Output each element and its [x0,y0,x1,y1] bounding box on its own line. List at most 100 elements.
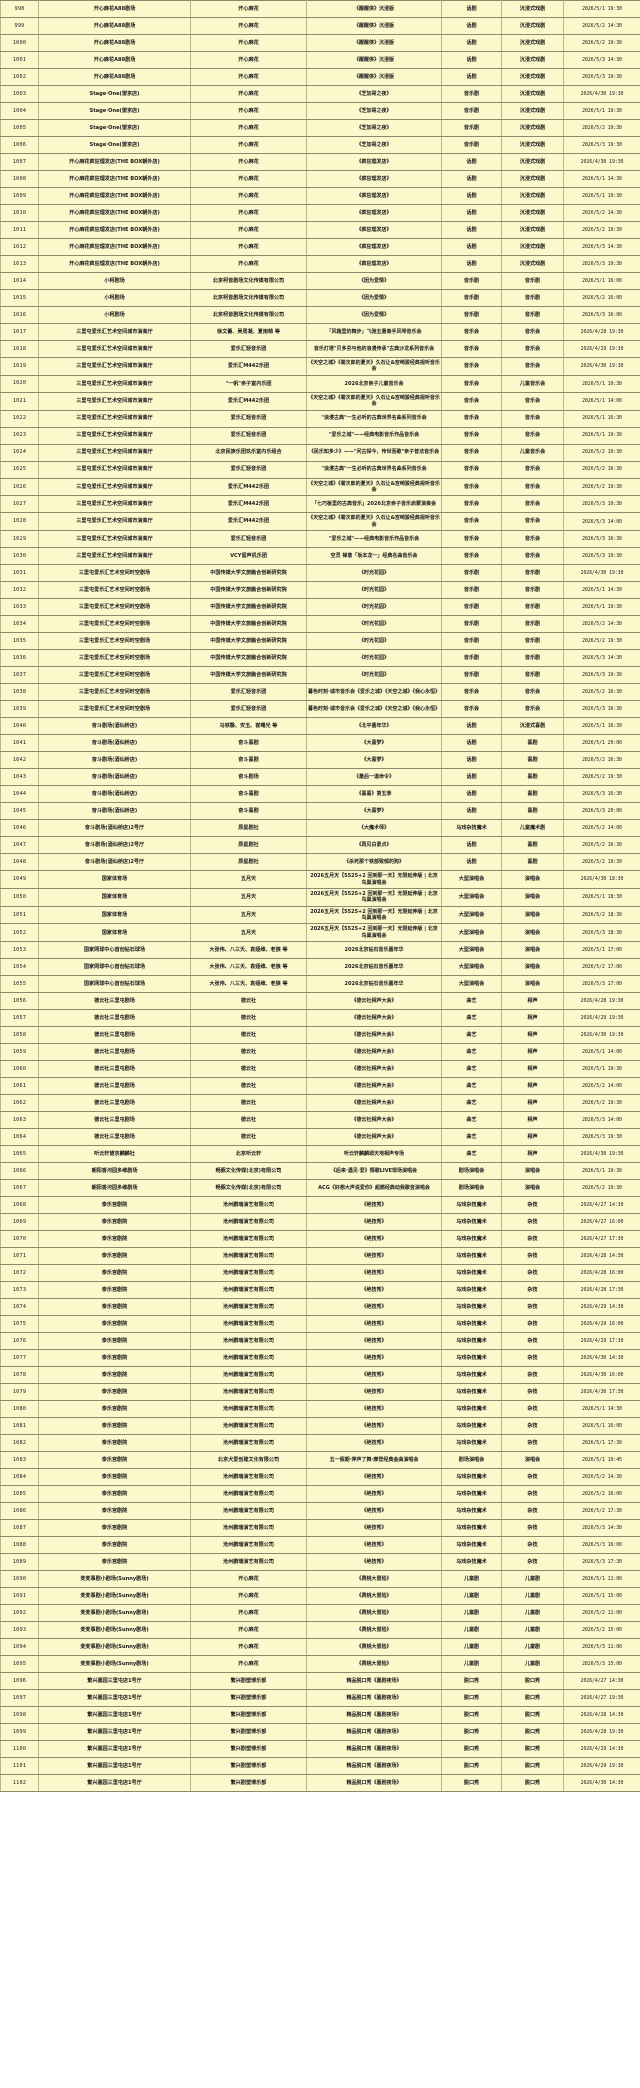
table-row[interactable]: 1060 德云社三里屯剧场 德云社 《德云社相声大会》 曲艺 相声 2026/5/1 19:… [0,1060,640,1079]
table-row[interactable]: 1063 德云社三里屯剧场 德云社 《德云社相声大会》 曲艺 相声 2026/5/3 14:… [0,1111,640,1130]
table-row[interactable]: 1089 泰乐宫剧院 沧州鹏瑞演艺有限公司 《绝技秀》 马戏杂技魔术 杂技 2026/5/3… [0,1553,640,1572]
table-row[interactable]: 1090 麦麦事剧小剧场(Sunny剧场) 开心麻花 《费桃大冒险》 儿童剧 儿童剧 202… [0,1570,640,1589]
table-row[interactable]: 1014 小柯剧场 北京柯音剧场文化传媒有限公司 《因为爱情》 音乐剧 音乐剧 2026/5… [0,272,640,290]
table-row[interactable]: 1046 奋斗剧场(酒仙桥店)2号厅 辰星剧社 《大魔术师》 马戏杂技魔术 儿童魔术剧 20… [0,819,640,838]
table-row[interactable]: 1066 朝阳香河园多维剧场 畅豚文化传媒(北京)有限公司 《后来·遇见·爱》情歌LI… [0,1162,640,1181]
table-row[interactable]: 1032 三里屯爱乐汇艺术空间时空剧场 中国传媒大学文旅融合创新研究院 《时光花园》音… [0,581,640,600]
table-row[interactable]: 1067 朝阳香河园多维剧场 畅豚文化传媒(北京)有限公司 ACG《好想大声说爱你》超… [0,1179,640,1198]
table-row[interactable]: 1008 开心麻花疯狂理发店(THE BOX朝外店) 开心麻花 《疯狂理发店》 话剧 沉浸… [0,170,640,188]
table-row[interactable]: 1054 国家网球中心首创钻石球场 大张伟、八三夭、袁娅维、老狼 等 2026北京钻石… [0,958,640,977]
table-row[interactable]: 1044 奋斗剧场(酒仙桥店) 奋斗喜剧 《喜喜》第五季 话剧 喜剧 2026/5/3 16… [0,785,640,804]
table-row[interactable]: 1041 奋斗剧场(酒仙桥店) 奋斗喜剧 《大喜梦》 话剧 喜剧 2026/5/1 20:0… [0,734,640,753]
table-row[interactable]: 1029 三里屯爱乐汇艺术空间城市演奏厅 爱乐汇轻音乐团 "爱乐之城"——经典电影音乐… [0,530,640,549]
table-row[interactable]: 1080 泰乐宫剧院 沧州鹏瑞演艺有限公司 《绝技秀》 马戏杂技魔术 杂技 2026/5/1… [0,1400,640,1419]
table-row[interactable]: 998 开心麻花A88剧场 开心麻花 《醒醒侠》沉浸版 话剧 沉浸式戏剧 2026/5/1 … [0,0,640,18]
table-row[interactable]: 1071 泰乐宫剧院 沧州鹏瑞演艺有限公司 《绝技秀》 马戏杂技魔术 杂技 2026/4/2… [0,1247,640,1266]
table-row[interactable]: 1084 泰乐宫剧院 沧州鹏瑞演艺有限公司 《绝技秀》 马戏杂技魔术 杂技 2026/5/2… [0,1468,640,1487]
table-row[interactable]: 1059 德云社三里屯剧场 德云社 《德云社相声大会》 曲艺 相声 2026/5/1 14:… [0,1043,640,1062]
table-row[interactable]: 1031 三里屯爱乐汇艺术空间时空剧场 中国传媒大学文旅融合创新研究院 《时光花园》音… [0,564,640,583]
table-row[interactable]: 1061 德云社三里屯剧场 德云社 《德云社相声大会》 曲艺 相声 2026/5/2 14:… [0,1077,640,1096]
table-row[interactable]: 1094 麦麦事剧小剧场(Sunny剧场) 开心麻花 《费桃大冒险》 儿童剧 儿童剧 202… [0,1638,640,1657]
table-row[interactable]: 1064 德云社三里屯剧场 德云社 《德云社相声大会》 曲艺 相声 2026/5/3 19:… [0,1128,640,1147]
table-row[interactable]: 1081 泰乐宫剧院 沧州鹏瑞演艺有限公司 《绝技秀》 马戏杂技魔术 杂技 2026/5/1… [0,1417,640,1436]
table-row[interactable]: 1102 繁兴嘉园三里屯店1号厅 繁兴剧塑博乐部 精品脱口秀《嘉剧夜场》 脱口秀 脱口秀 2… [0,1774,640,1793]
table-row[interactable]: 1045 奋斗剧场(酒仙桥店) 奋斗喜剧 《大喜梦》 话剧 喜剧 2026/5/3 20:0… [0,802,640,821]
table-row[interactable]: 1015 小柯剧场 北京柯音剧场文化传媒有限公司 《因为爱情》 音乐剧 音乐剧 2026/5… [0,289,640,307]
table-row[interactable]: 1007 开心麻花疯狂理发店(THE BOX朝外店) 开心麻花 《疯狂理发店》 话剧 沉浸… [0,153,640,171]
table-row[interactable]: 1074 泰乐宫剧院 沧州鹏瑞演艺有限公司 《绝技秀》 马戏杂技魔术 杂技 2026/4/2… [0,1298,640,1317]
table-row[interactable]: 1085 泰乐宫剧院 沧州鹏瑞演艺有限公司 《绝技秀》 马戏杂技魔术 杂技 2026/5/2… [0,1485,640,1504]
table-row[interactable]: 1030 三里屯爱乐汇艺术空间城市演奏厅 VCY留声机乐团 空灵 禅意「坂本龙一」经典… [0,547,640,566]
table-row[interactable]: 1070 泰乐宫剧院 沧州鹏瑞演艺有限公司 《绝技秀》 马戏杂技魔术 杂技 2026/4/2… [0,1230,640,1249]
table-row[interactable]: 1049 国家体育场 五月天 2026五月天【5525+2 回到那一天】无限延伸版 |… [0,870,640,889]
table-row[interactable]: 1021 三里屯爱乐汇艺术空间城市演奏厅 爱乐汇M442乐团 《天空之城》《菊次郎的夏… [0,391,640,411]
table-row[interactable]: 1038 三里屯爱乐汇艺术空间时空剧场 爱乐汇轻音乐团 暮色时刻·城市音乐会《爱乐之城… [0,683,640,702]
table-row[interactable]: 1026 三里屯爱乐汇艺术空间城市演奏厅 爱乐汇M442乐团 《天空之城》《菊次郎的夏… [0,477,640,497]
table-row[interactable]: 1009 开心麻花疯狂理发店(THE BOX朝外店) 开心麻花 《疯狂理发店》 话剧 沉浸… [0,187,640,205]
table-row[interactable]: 1051 国家体育场 五月天 2026五月天【5525+2 回到那一天】无限延伸版 |… [0,905,640,925]
table-row[interactable]: 1028 三里屯爱乐汇艺术空间城市演奏厅 爱乐汇M442乐团 《天空之城》《菊次郎的夏… [0,512,640,532]
table-row[interactable]: 1017 三里屯爱乐汇艺术空间城市演奏厅 徐文蕾、吴周凝、夏雨萌 等「风箱里的舞步」… [0,323,640,341]
table-row[interactable]: 1072 泰乐宫剧院 沧州鹏瑞演艺有限公司 《绝技秀》 马戏杂技魔术 杂技 2026/4/2… [0,1264,640,1283]
table-row[interactable]: 1076 泰乐宫剧院 沧州鹏瑞演艺有限公司 《绝技秀》 马戏杂技魔术 杂技 2026/4/2… [0,1332,640,1351]
table-row[interactable]: 1079 泰乐宫剧院 沧州鹏瑞演艺有限公司 《绝技秀》 马戏杂技魔术 杂技 2026/4/3… [0,1383,640,1402]
table-row[interactable]: 1042 奋斗剧场(酒仙桥店) 奋斗喜剧 《大喜梦》 话剧 喜剧 2026/5/2 16:3… [0,751,640,770]
table-row[interactable]: 1101 繁兴嘉园三里屯店1号厅 繁兴剧塑博乐部 精品脱口秀《嘉剧夜场》 脱口秀 脱口秀 2… [0,1757,640,1776]
table-row[interactable]: 1019 三里屯爱乐汇艺术空间城市演奏厅 爱乐汇M442乐团 《天空之城》《菊次郎的夏… [0,357,640,376]
table-row[interactable]: 1002 开心麻花A88剧场 开心麻花 《醒醒侠》沉浸版 话剧 沉浸式戏剧 2026/5/3… [0,68,640,86]
table-row[interactable]: 1003 Stage·One(望京店) 开心麻花 《芝加哥之夜》 音乐剧 沉浸式戏剧 202… [0,85,640,103]
table-row[interactable]: 1096 繁兴嘉园三里屯店1号厅 繁兴剧塑博乐部 精品脱口秀《嘉剧夜场》 脱口秀 脱口秀 2… [0,1672,640,1691]
table-row[interactable]: 1011 开心麻花疯狂理发店(THE BOX朝外店) 开心麻花 《疯狂理发店》 话剧 沉浸… [0,221,640,239]
table-row[interactable]: 1082 泰乐宫剧院 沧州鹏瑞演艺有限公司 《绝技秀》 马戏杂技魔术 杂技 2026/5/1… [0,1434,640,1453]
table-row[interactable]: 1040 奋斗剧场(酒仙桥店) 马铁磬、安玉、崔曙光 等《北平嘉年华》 话剧 沉浸式喜剧… [0,717,640,736]
table-row[interactable]: 1027 三里屯爱乐汇艺术空间城市演奏厅 爱乐汇M442乐团 「七巧板里的古典音乐」2… [0,495,640,514]
table-row[interactable]: 1053 国家网球中心首创钻石球场 大张伟、八三夭、袁娅维、老狼 等 2026北京钻石… [0,941,640,960]
table-row[interactable]: 1024 三里屯爱乐汇艺术空间城市演奏厅 北京民族乐团玖乐室内乐组合 《民乐知多少》—… [0,443,640,462]
table-row[interactable]: 1083 泰乐宫剧院 北京犬爱创建文化有限公司 五一假期·萍声了舞·摩登经典金曲演唱会… [0,1451,640,1470]
table-row[interactable]: 1023 三里屯爱乐汇艺术空间城市演奏厅 爱乐汇轻音乐团 "爱乐之城"——经典电影音乐… [0,426,640,445]
table-row[interactable]: 1092 麦麦事剧小剧场(Sunny剧场) 开心麻花 《费桃大冒险》 儿童剧 儿童剧 202… [0,1604,640,1623]
table-row[interactable]: 1006 Stage·One(望京店) 开心麻花 《芝加哥之夜》 音乐剧 沉浸式戏剧 202… [0,136,640,154]
table-row[interactable]: 1086 泰乐宫剧院 沧州鹏瑞演艺有限公司 《绝技秀》 马戏杂技魔术 杂技 2026/5/2… [0,1502,640,1521]
table-row[interactable]: 1068 泰乐宫剧院 沧州鹏瑞演艺有限公司 《绝技秀》 马戏杂技魔术 杂技 2026/4/2… [0,1196,640,1215]
table-row[interactable]: 1088 泰乐宫剧院 沧州鹏瑞演艺有限公司 《绝技秀》 马戏杂技魔术 杂技 2026/5/3… [0,1536,640,1555]
table-row[interactable]: 1020 三里屯爱乐汇艺术空间城市演奏厅 "一帆"亲子室内乐团 2026北京亲子儿童音… [0,374,640,393]
table-row[interactable]: 1048 奋斗剧场(酒仙桥店)2号厅 辰星剧社 《杀死那个铁部致郁的狗》 话剧 喜剧 202… [0,853,640,872]
table-row[interactable]: 1005 Stage·One(望京店) 开心麻花 《芝加哥之夜》 音乐剧 沉浸式戏剧 202… [0,119,640,137]
table-row[interactable]: 1022 三里屯爱乐汇艺术空间城市演奏厅 爱乐汇轻音乐团 "浪漫古典"一生必听的古典世… [0,409,640,428]
table-row[interactable]: 1057 德云社三里屯剧场 德云社 《德云社相声大会》 曲艺 相声 2026/4/29 19… [0,1009,640,1028]
table-row[interactable]: 1095 麦麦事剧小剧场(Sunny剧场) 开心麻花 《费桃大冒险》 儿童剧 儿童剧 202… [0,1655,640,1674]
table-row[interactable]: 1098 繁兴嘉园三里屯店1号厅 繁兴剧塑博乐部 精品脱口秀《嘉剧夜场》 脱口秀 脱口秀 2… [0,1706,640,1725]
table-row[interactable]: 1037 三里屯爱乐汇艺术空间时空剧场 中国传媒大学文旅融合创新研究院 《时光花园》音… [0,666,640,685]
table-row[interactable]: 1065 听云轩望京麟麟社 北京听云轩 听云轩麟麟颂天地相声专场 曲艺 相声 2026/4/… [0,1145,640,1164]
table-row[interactable]: 1052 国家体育场 五月天 2026五月天【5525+2 回到那一天】无限延伸版 |… [0,923,640,943]
table-row[interactable]: 1033 三里屯爱乐汇艺术空间时空剧场 中国传媒大学文旅融合创新研究院 《时光花园》音… [0,598,640,617]
table-row[interactable]: 1078 泰乐宫剧院 沧州鹏瑞演艺有限公司 《绝技秀》 马戏杂技魔术 杂技 2026/4/3… [0,1366,640,1385]
table-row[interactable]: 1016 小柯剧场 北京柯音剧场文化传媒有限公司 《因为爱情》 音乐剧 音乐剧 2026/5… [0,306,640,324]
table-row[interactable]: 1004 Stage·One(望京店) 开心麻花 《芝加哥之夜》 音乐剧 沉浸式戏剧 202… [0,102,640,120]
table-row[interactable]: 1018 三里屯爱乐汇艺术空间城市演奏厅 爱乐汇轻音乐团 音乐灯塔"贝多芬与他的浪漫传… [0,340,640,358]
table-row[interactable]: 1047 奋斗剧场(酒仙桥店)2号厅 辰星剧社 《再见白素贞》 话剧 喜剧 2026/5/2… [0,836,640,855]
table-row[interactable]: 1075 泰乐宫剧院 沧州鹏瑞演艺有限公司 《绝技秀》 马戏杂技魔术 杂技 2026/4/2… [0,1315,640,1334]
table-row[interactable]: 1055 国家网球中心首创钻石球场 大张伟、八三夭、袁娅维、老狼 等 2026北京钻石… [0,975,640,994]
table-row[interactable]: 1050 国家体育场 五月天 2026五月天【5525+2 回到那一天】无限延伸版 |… [0,887,640,907]
table-row[interactable]: 1073 泰乐宫剧院 沧州鹏瑞演艺有限公司 《绝技秀》 马戏杂技魔术 杂技 2026/4/2… [0,1281,640,1300]
table-row[interactable]: 1000 开心麻花A88剧场 开心麻花 《醒醒侠》沉浸版 话剧 沉浸式戏剧 2026/5/2… [0,34,640,52]
table-row[interactable]: 1012 开心麻花疯狂理发店(THE BOX朝外店) 开心麻花 《疯狂理发店》 话剧 沉浸… [0,238,640,256]
table-row[interactable]: 1039 三里屯爱乐汇艺术空间时空剧场 爱乐汇轻音乐团 暮色时刻·城市音乐会《爱乐之城… [0,700,640,719]
table-row[interactable]: 1099 繁兴嘉园三里屯店1号厅 繁兴剧塑博乐部 精品脱口秀《嘉剧夜场》 脱口秀 脱口秀 2… [0,1723,640,1742]
table-row[interactable]: 1062 德云社三里屯剧场 德云社 《德云社相声大会》 曲艺 相声 2026/5/2 19:… [0,1094,640,1113]
table-row[interactable]: 1100 繁兴嘉园三里屯店1号厅 繁兴剧塑博乐部 精品脱口秀《嘉剧夜场》 脱口秀 脱口秀 2… [0,1740,640,1759]
table-row[interactable]: 1034 三里屯爱乐汇艺术空间时空剧场 中国传媒大学文旅融合创新研究院 《时光花园》音… [0,615,640,634]
table-row[interactable]: 1010 开心麻花疯狂理发店(THE BOX朝外店) 开心麻花 《疯狂理发店》 话剧 沉浸… [0,204,640,222]
table-row[interactable]: 1056 德云社三里屯剧场 德云社 《德云社相声大会》 曲艺 相声 2026/4/28 19… [0,992,640,1011]
table-row[interactable]: 1097 繁兴嘉园三里屯店1号厅 繁兴剧塑博乐部 精品脱口秀《嘉剧夜场》 脱口秀 脱口秀 2… [0,1689,640,1708]
table-row[interactable]: 1013 开心麻花疯狂理发店(THE BOX朝外店) 开心麻花 《疯狂理发店》 话剧 沉浸… [0,255,640,273]
table-row[interactable]: 1035 三里屯爱乐汇艺术空间时空剧场 中国传媒大学文旅融合创新研究院 《时光花园》音… [0,632,640,651]
table-row[interactable]: 1058 德云社三里屯剧场 德云社 《德云社相声大会》 曲艺 相声 2026/4/30 19… [0,1026,640,1045]
table-row[interactable]: 1069 泰乐宫剧院 沧州鹏瑞演艺有限公司 《绝技秀》 马戏杂技魔术 杂技 2026/4/2… [0,1213,640,1232]
table-row[interactable]: 1036 三里屯爱乐汇艺术空间时空剧场 中国传媒大学文旅融合创新研究院 《时光花园》音… [0,649,640,668]
table-row[interactable]: 1043 奋斗剧场(酒仙桥店) 奋斗剧场 《最后一道命令》 话剧 喜剧 2026/5/2 1… [0,768,640,787]
table-row[interactable]: 1087 泰乐宫剧院 沧州鹏瑞演艺有限公司 《绝技秀》 马戏杂技魔术 杂技 2026/5/3… [0,1519,640,1538]
table-row[interactable]: 1077 泰乐宫剧院 沧州鹏瑞演艺有限公司 《绝技秀》 马戏杂技魔术 杂技 2026/4/3… [0,1349,640,1368]
